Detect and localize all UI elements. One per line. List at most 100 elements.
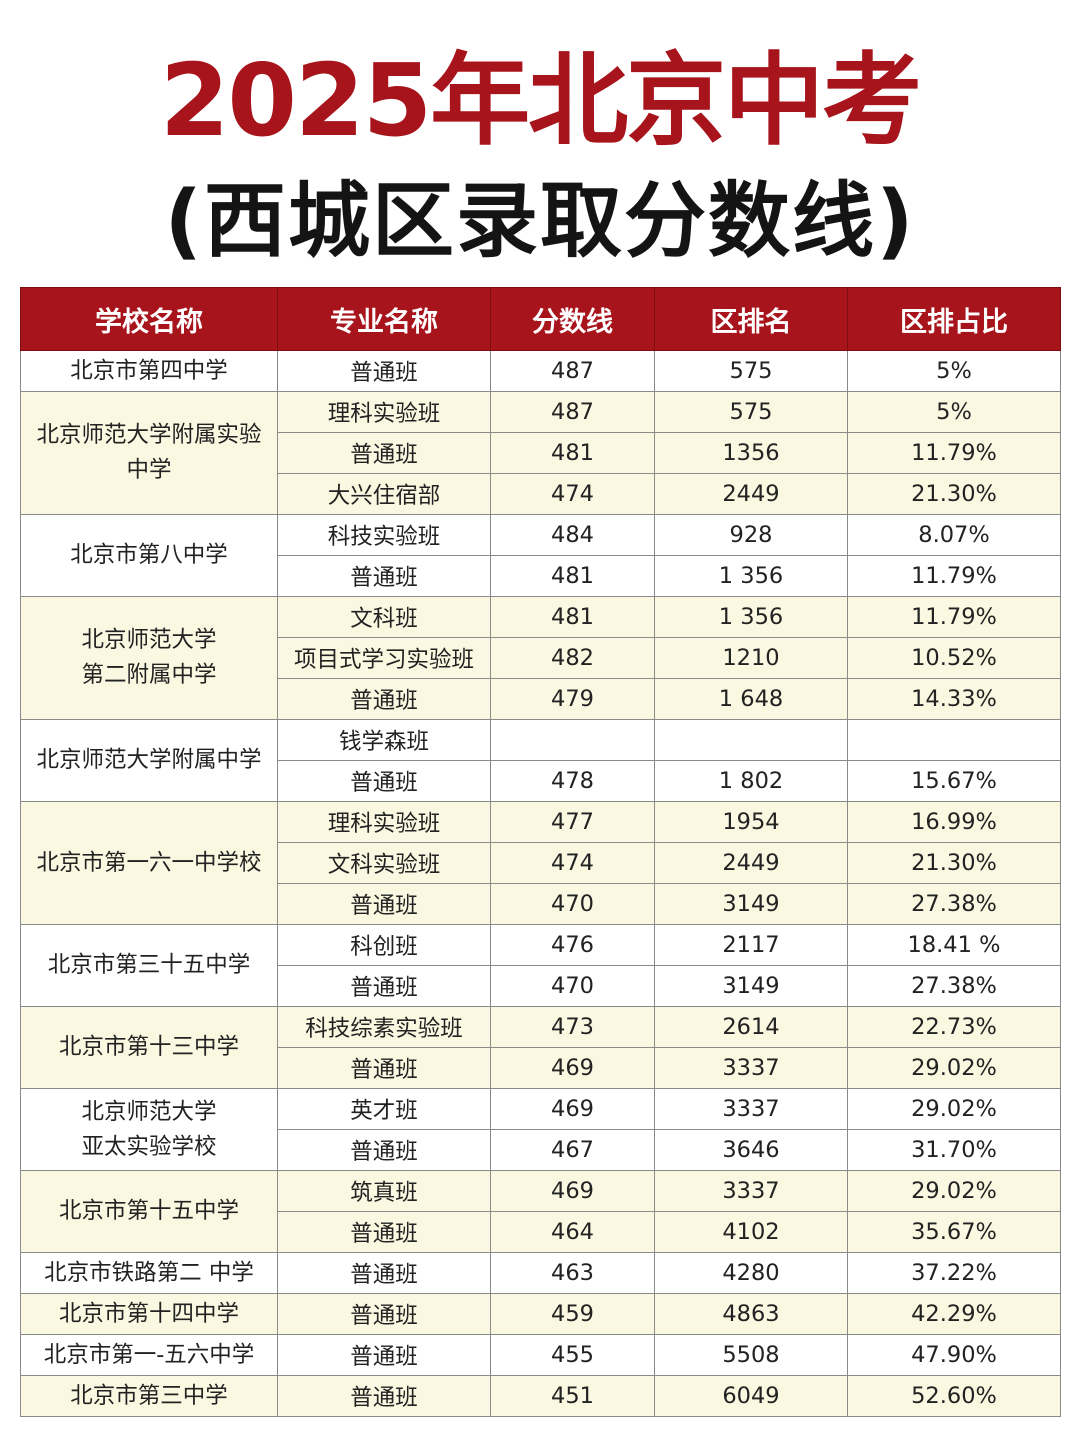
major-cell: 普通班 bbox=[277, 1211, 491, 1253]
rank-pct-cell: 29.02% bbox=[847, 1088, 1061, 1130]
score-cell: 473 bbox=[490, 1006, 655, 1048]
score-cell: 479 bbox=[490, 678, 655, 720]
rank-cell: 3149 bbox=[654, 883, 848, 925]
major-cell: 筑真班 bbox=[277, 1170, 491, 1212]
header-score: 分数线 bbox=[490, 287, 655, 351]
major-cell: 大兴住宿部 bbox=[277, 473, 491, 515]
table-row: 北京市第十三中学 科技综素实验班 473 2614 22.73% bbox=[20, 1006, 1061, 1089]
rank-pct-cell: 21.30% bbox=[847, 473, 1061, 515]
rank-cell: 1210 bbox=[654, 637, 848, 679]
major-cell: 普通班 bbox=[277, 1293, 491, 1335]
school-name-line: 北京师范大学附属实验 bbox=[36, 422, 262, 448]
score-cell: 478 bbox=[490, 760, 655, 802]
rank-pct-cell: 11.79% bbox=[847, 555, 1061, 597]
major-cell: 钱学森班 bbox=[277, 719, 491, 761]
rank-pct-cell: 21.30% bbox=[847, 842, 1061, 884]
score-cell bbox=[490, 719, 655, 761]
table-row: 北京市第十五中学 筑真班 469 3337 29.02% bbox=[20, 1170, 1061, 1253]
subtitle: (西城区录取分数线) bbox=[164, 174, 916, 269]
rank-pct-cell: 31.70% bbox=[847, 1129, 1061, 1171]
table-row: 北京师范大学附属实验 中学 理科实验班 487 575 5% bbox=[20, 391, 1061, 515]
rank-cell: 1 356 bbox=[654, 596, 848, 638]
rank-pct-cell: 15.67% bbox=[847, 760, 1061, 802]
score-cell: 463 bbox=[490, 1252, 655, 1294]
school-name-cell: 北京师范大学附属中学 bbox=[20, 719, 278, 802]
rank-pct-cell: 42.29% bbox=[847, 1293, 1061, 1335]
table-row: 普通班 478 1 802 15.67% bbox=[21, 760, 1061, 802]
rank-cell: 1 356 bbox=[654, 555, 848, 597]
school-name-line: 北京市第四中学 bbox=[70, 357, 228, 384]
table-row: 普通班 467 3646 31.70% bbox=[21, 1129, 1061, 1171]
table-row: 普通班 481 1356 11.79% bbox=[21, 432, 1061, 474]
rank-pct-cell: 8.07% bbox=[847, 514, 1061, 556]
school-name-line: 北京市第八中学 bbox=[70, 542, 228, 568]
major-cell: 科技综素实验班 bbox=[277, 1006, 491, 1048]
table-row: 北京市第四中学 普通班 487 575 5% bbox=[20, 350, 1061, 392]
major-cell: 普通班 bbox=[277, 1334, 491, 1376]
school-name-line: 北京师范大学附属中学 bbox=[36, 747, 262, 773]
school-name-cell: 北京市第一-五六中学 bbox=[20, 1334, 278, 1376]
rank-pct-cell: 11.79% bbox=[847, 432, 1061, 474]
school-name-line: 北京市第十四中学 bbox=[58, 1300, 239, 1327]
rank-cell: 3337 bbox=[654, 1170, 848, 1212]
table-row: 北京市第一六一中学校 理科实验班 477 1954 16.99% bbox=[20, 801, 1061, 925]
main-title: 2025年北京中考 bbox=[159, 42, 922, 159]
rank-pct-cell: 27.38% bbox=[847, 883, 1061, 925]
header-school: 学校名称 bbox=[20, 287, 278, 351]
rank-cell bbox=[654, 719, 848, 761]
school-name-line: 北京市铁路第二 中学 bbox=[44, 1259, 254, 1286]
school-name-cell: 北京师范大学附属实验 中学 bbox=[20, 391, 278, 515]
score-cell: 474 bbox=[490, 842, 655, 884]
rank-pct-cell: 16.99% bbox=[847, 801, 1061, 843]
header-rank: 区排名 bbox=[654, 287, 848, 351]
table-row: 北京师范大学附属中学 钱学森班 bbox=[20, 719, 1061, 802]
score-cell: 459 bbox=[490, 1293, 655, 1335]
major-cell: 英才班 bbox=[277, 1088, 491, 1130]
table-row: 普通班 464 4102 35.67% bbox=[21, 1211, 1061, 1253]
rank-pct-cell: 29.02% bbox=[847, 1170, 1061, 1212]
school-name-line: 北京市第十五中学 bbox=[58, 1198, 239, 1224]
score-cell: 469 bbox=[490, 1047, 655, 1089]
rank-cell: 1954 bbox=[654, 801, 848, 843]
major-cell: 文科实验班 bbox=[277, 842, 491, 884]
table-row: 北京市第三十五中学 科创班 476 2117 18.41 % bbox=[20, 924, 1061, 1007]
rank-cell: 2449 bbox=[654, 473, 848, 515]
table-row: 普通班 481 1 356 11.79% bbox=[21, 555, 1061, 597]
school-name-cell: 北京市第四中学 bbox=[20, 350, 278, 392]
rank-cell: 3646 bbox=[654, 1129, 848, 1171]
score-cell: 481 bbox=[490, 596, 655, 638]
major-cell: 普通班 bbox=[277, 1129, 491, 1171]
school-name-line: 北京市第三十五中学 bbox=[47, 952, 251, 978]
table-row: 北京市第一-五六中学 普通班 455 5508 47.90% bbox=[20, 1334, 1061, 1376]
admission-score-table: 学校名称 专业名称 分数线 区排名 区排占比 北京市第四中学 普通班 487 575 5… bbox=[20, 287, 1061, 1417]
rank-cell: 1 648 bbox=[654, 678, 848, 720]
school-name-cell: 北京市第三十五中学 bbox=[20, 924, 278, 1007]
school-name-line: 北京市第十三中学 bbox=[58, 1034, 239, 1060]
table-row: 北京市铁路第二 中学 普通班 463 4280 37.22% bbox=[20, 1252, 1061, 1294]
major-cell: 普通班 bbox=[277, 883, 491, 925]
rank-cell: 2449 bbox=[654, 842, 848, 884]
major-cell: 理科实验班 bbox=[277, 391, 491, 433]
school-name-cell: 北京市铁路第二 中学 bbox=[20, 1252, 278, 1294]
major-cell: 科创班 bbox=[277, 924, 491, 966]
school-name-cell: 北京市第八中学 bbox=[20, 514, 278, 597]
major-cell: 文科班 bbox=[277, 596, 491, 638]
school-name-line: 北京师范大学 bbox=[81, 1098, 217, 1125]
score-cell: 476 bbox=[490, 924, 655, 966]
major-cell: 普通班 bbox=[277, 965, 491, 1007]
table-row: 普通班 469 3337 29.02% bbox=[21, 1047, 1061, 1089]
rank-cell: 575 bbox=[654, 350, 848, 392]
rank-cell: 2117 bbox=[654, 924, 848, 966]
major-cell: 普通班 bbox=[277, 555, 491, 597]
rank-cell: 928 bbox=[654, 514, 848, 556]
score-cell: 451 bbox=[490, 1375, 655, 1417]
rank-cell: 4102 bbox=[654, 1211, 848, 1253]
score-cell: 455 bbox=[490, 1334, 655, 1376]
major-cell: 普通班 bbox=[277, 678, 491, 720]
major-cell: 科技实验班 bbox=[277, 514, 491, 556]
table-row: 普通班 470 3149 27.38% bbox=[21, 883, 1061, 925]
score-cell: 474 bbox=[490, 473, 655, 515]
rank-cell: 1 802 bbox=[654, 760, 848, 802]
school-name-line: 亚太实验学校 bbox=[81, 1133, 217, 1160]
header-rank-pct: 区排占比 bbox=[847, 287, 1061, 351]
